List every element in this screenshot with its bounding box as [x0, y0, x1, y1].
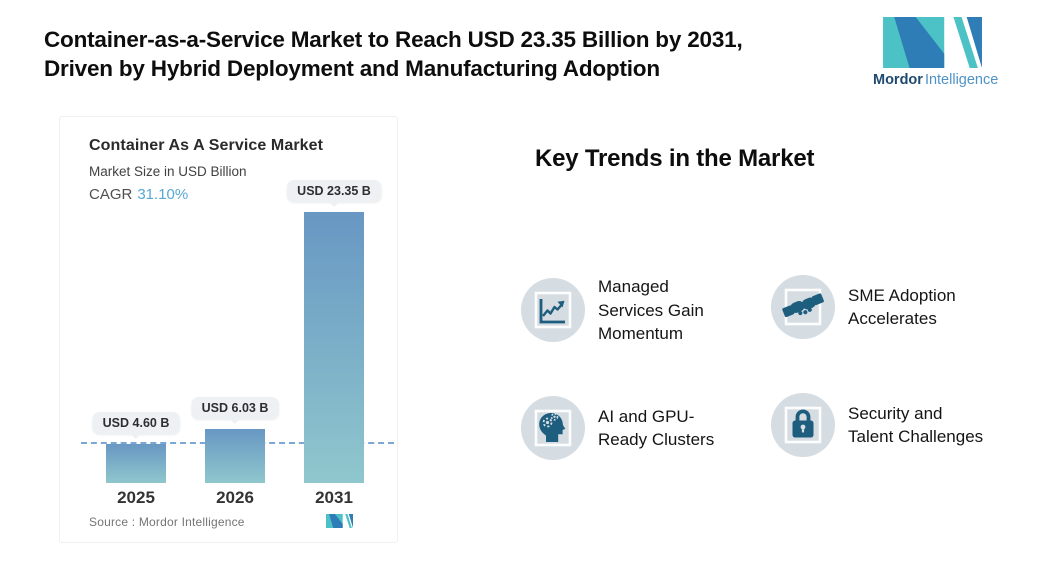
x-axis-label: 2031	[315, 488, 353, 507]
chart-subtitle: Market Size in USD Billion	[89, 164, 247, 179]
handshake-icon	[771, 275, 835, 339]
trend-label: AI and GPU-Ready Clusters	[598, 406, 715, 450]
cagr-label: CAGR	[89, 186, 133, 203]
brand-name-bold: Mordor	[873, 72, 923, 88]
mordor-intelligence-logo-icon	[873, 17, 991, 68]
trend-item-security-talent: Security and Talent Challenges	[771, 393, 984, 457]
bar	[304, 212, 364, 483]
trend-label: SME Adoption Accelerates	[848, 285, 956, 329]
brand-logo: Mordor Intelligence	[873, 17, 998, 88]
cagr-value: 31.10%	[137, 186, 189, 203]
key-trends-heading: Key Trends in the Market	[535, 145, 815, 172]
trend-label: Security and Talent Challenges	[848, 403, 984, 447]
brand-name: Mordor Intelligence	[873, 72, 998, 88]
cagr-row: CAGR 31.10%	[89, 186, 188, 203]
chart-title: Container As A Service Market	[89, 137, 324, 154]
page-title: Container-as-a-Service Market to Reach U…	[44, 25, 874, 83]
brand-name-light: Intelligence	[924, 72, 999, 88]
value-badge: USD 23.35 B	[287, 180, 381, 202]
trend-item-managed-services: Managed Services Gain Momentum	[521, 275, 734, 346]
ai-head-gears-icon	[521, 396, 585, 460]
value-badge: USD 6.03 B	[191, 397, 279, 419]
line-chart-icon	[521, 278, 585, 343]
trend-item-ai-gpu: AI and GPU-Ready Clusters	[521, 396, 734, 460]
page-title-line2: Driven by Hybrid Deployment and Manufact…	[44, 56, 660, 81]
padlock-icon	[771, 393, 835, 457]
trend-item-sme-adoption: SME Adoption Accelerates	[771, 275, 984, 339]
x-axis-label: 2025	[117, 488, 155, 507]
bar	[205, 429, 265, 483]
mordor-intelligence-mark-icon	[326, 514, 353, 533]
page-title-line1: Container-as-a-Service Market to Reach U…	[44, 27, 743, 52]
market-chart-card: Container As A Service Market Market Siz…	[59, 116, 398, 543]
bar	[106, 444, 166, 483]
trend-label: Managed Services Gain Momentum	[598, 277, 704, 343]
bar-plot: USD 4.60 B 2025 USD 6.03 B 2026 USD 23.35 B 2…	[60, 117, 397, 542]
value-badge: USD 4.60 B	[92, 412, 180, 434]
source-note: Source : Mordor Intelligence	[89, 515, 245, 529]
x-axis-label: 2026	[216, 488, 254, 507]
